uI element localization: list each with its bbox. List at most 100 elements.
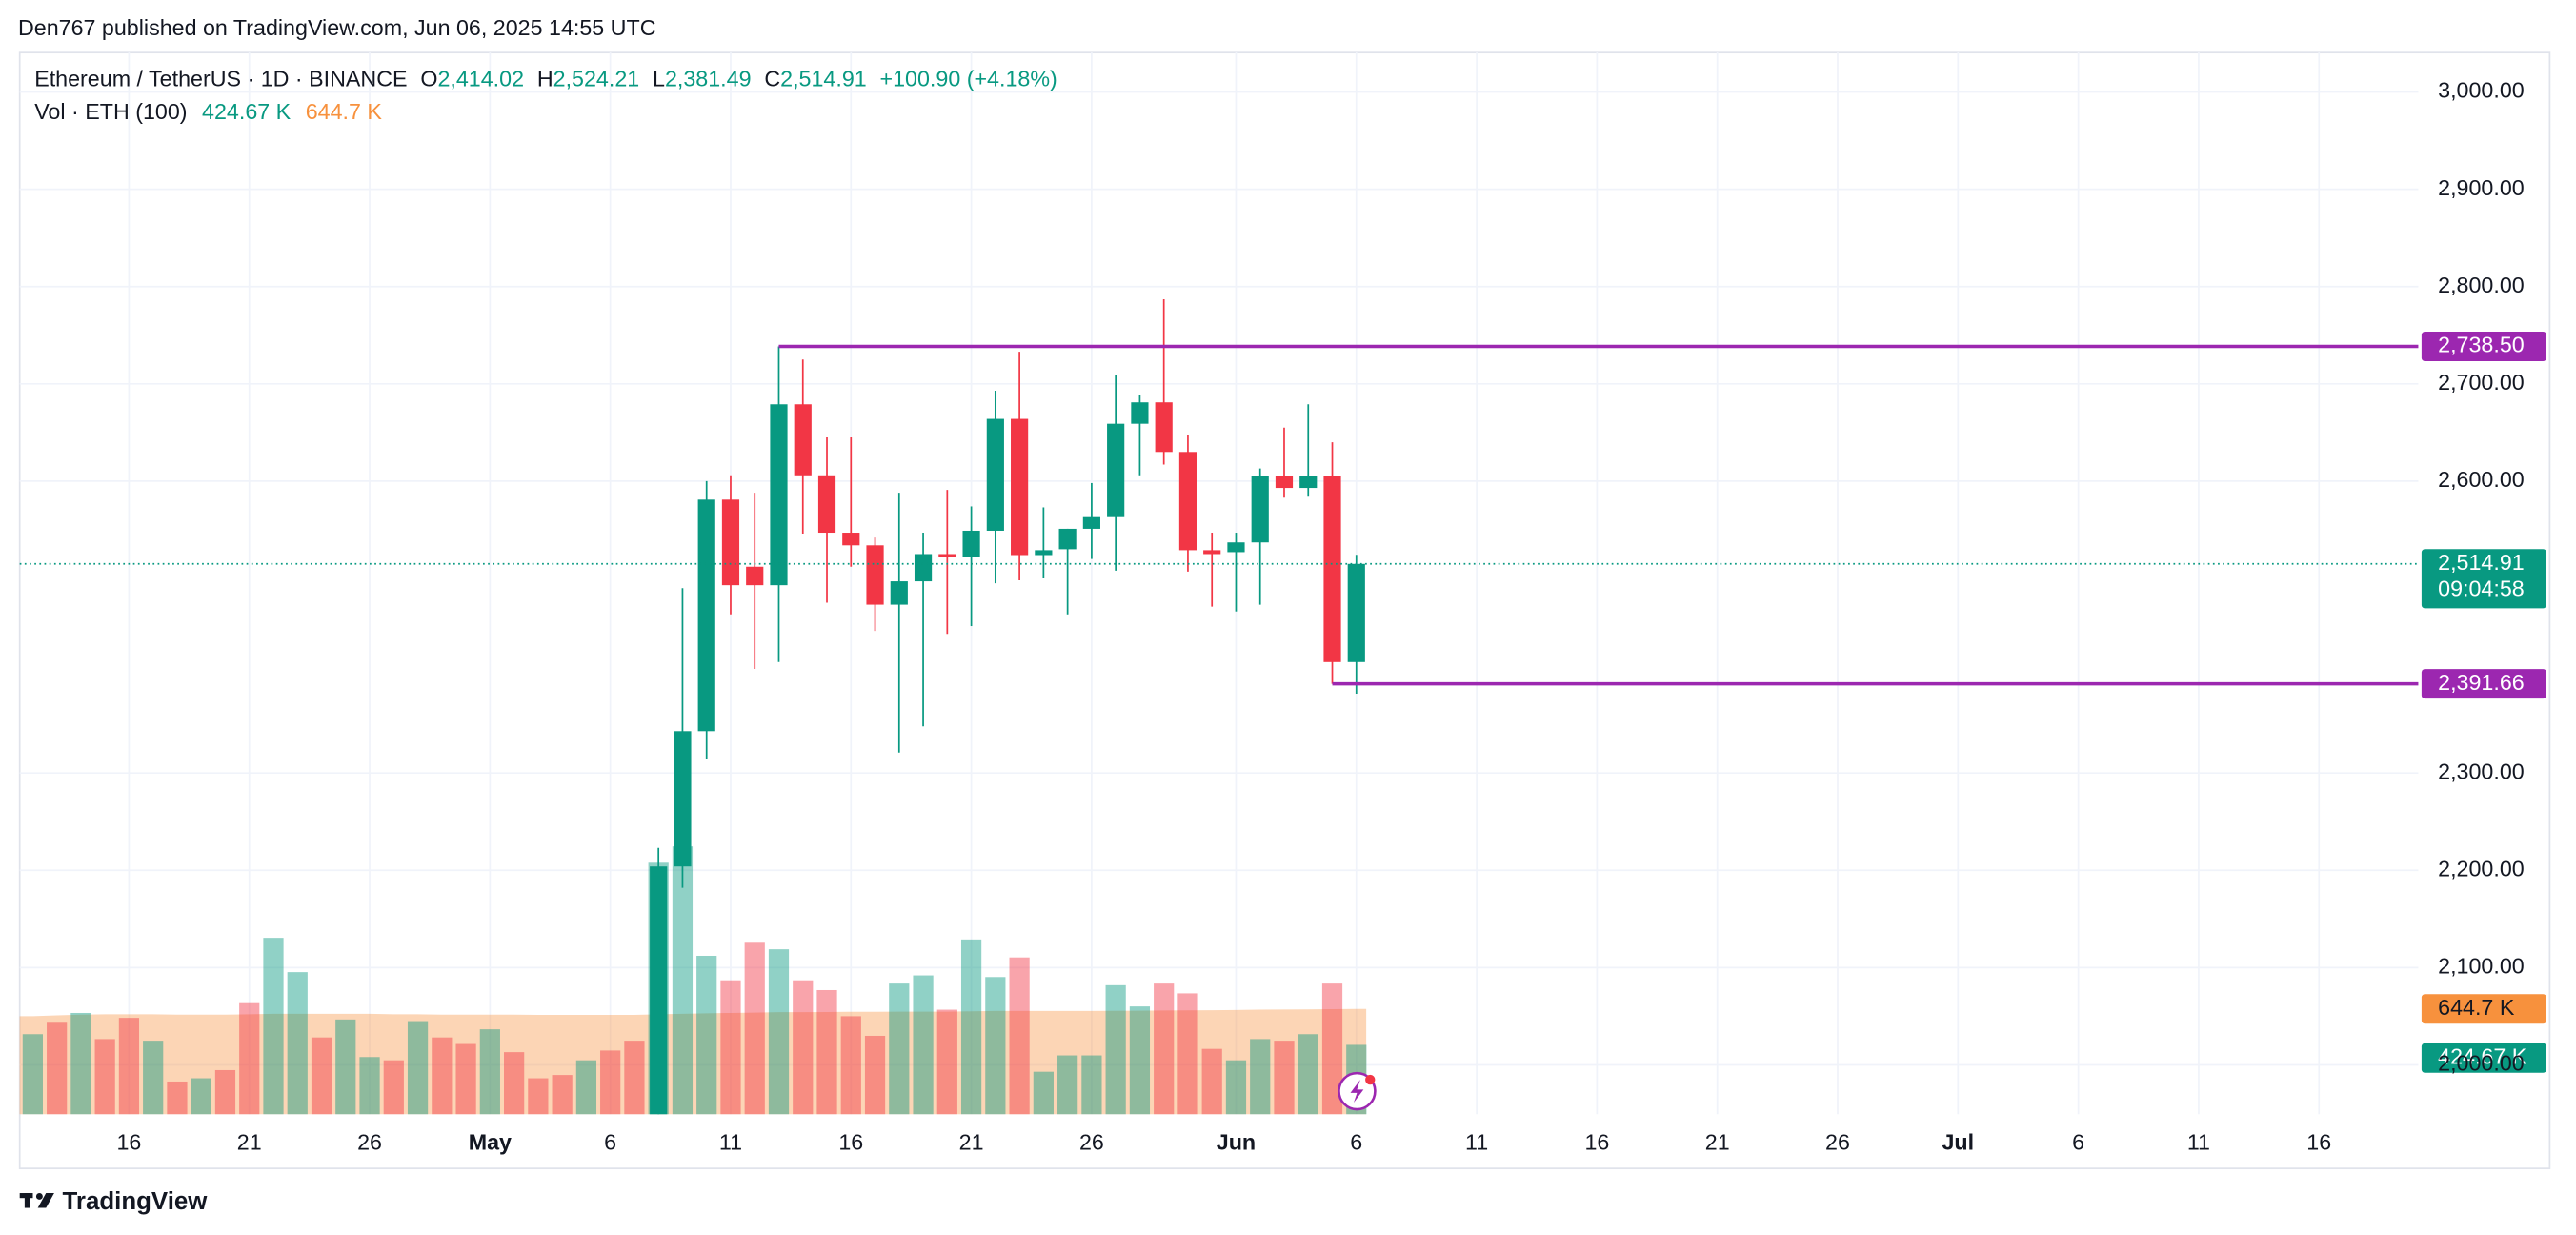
candle-body [721, 499, 740, 586]
legend-main: Ethereum / TetherUS · 1D · BINANCE O2,414… [34, 67, 1057, 91]
x-tick-label: 11 [2187, 1129, 2210, 1154]
candle-body [1082, 516, 1100, 529]
candle-body [938, 554, 956, 557]
y-tick-label: 2,300.00 [2438, 759, 2525, 783]
replay-icon [1338, 1071, 1377, 1111]
x-tick-label: Jun [1217, 1129, 1256, 1154]
legend-value: 2,514.91 [780, 67, 867, 91]
legend-change: +100.90 (+4.18%) [880, 67, 1057, 91]
candle-body [1131, 402, 1149, 424]
last-price-tag [2421, 549, 2546, 609]
volume-bar [816, 989, 837, 1115]
legend-key: C [764, 67, 780, 91]
candle-body [1227, 542, 1245, 553]
last-price-label: 2,514.91 [2438, 550, 2525, 575]
candle-body [1155, 402, 1173, 453]
x-tick-label: 26 [357, 1129, 382, 1154]
volume-tag-label: 424.67 K [2438, 1043, 2527, 1068]
y-tick-label: 2,900.00 [2438, 175, 2525, 200]
candle-body [866, 545, 884, 605]
volume-bar [47, 1022, 68, 1115]
volume-bar [552, 1075, 573, 1115]
volume-tag [2421, 1043, 2546, 1073]
volume-bar [913, 975, 934, 1115]
y-tick-label: 2,100.00 [2438, 954, 2525, 979]
level-tag [2421, 331, 2546, 362]
volume-bar [985, 977, 1006, 1115]
volume-bar [479, 1029, 500, 1115]
y-tick-label: 2,200.00 [2438, 856, 2525, 881]
x-tick-label: 16 [838, 1129, 863, 1154]
candle-body [817, 475, 836, 534]
y-tick-label: 2,600.00 [2438, 467, 2525, 492]
legend-key: O [420, 67, 437, 91]
candle-body [697, 499, 715, 732]
volume-ma-area [19, 1008, 1367, 1115]
level-label: 2,738.50 [2438, 333, 2525, 357]
volume-bar [239, 1002, 260, 1115]
countdown: 09:04:58 [2438, 577, 2525, 601]
volume-ma-value: 644.7 K [306, 99, 383, 124]
volume-bar [22, 1034, 43, 1115]
volume-bar [191, 1078, 211, 1115]
volume-bar [383, 1060, 404, 1115]
x-tick-label: 16 [1584, 1129, 1609, 1154]
volume-bar [696, 955, 717, 1115]
x-tick-label: 21 [959, 1129, 984, 1154]
volume-value: 424.67 K [202, 99, 292, 124]
volume-bar [793, 980, 814, 1115]
volume-bar [1321, 983, 1343, 1115]
volume-bar [1250, 1039, 1271, 1115]
volume-bar [359, 1057, 380, 1115]
volume-bar [840, 1016, 861, 1115]
volume-bar [720, 980, 741, 1115]
volume-bar [118, 1018, 140, 1115]
volume-bar [70, 1012, 91, 1115]
x-tick-label: 6 [1350, 1129, 1362, 1154]
y-tick-label: 3,000.00 [2438, 78, 2525, 103]
volume-bar [143, 1041, 164, 1115]
candle-body [914, 554, 933, 582]
volume-bar [432, 1037, 453, 1115]
volume-bar [1009, 957, 1030, 1115]
volume-bar [1177, 993, 1198, 1115]
brand: TradingView [63, 1188, 209, 1215]
x-tick-label: 6 [2072, 1129, 2084, 1154]
volume-bar [744, 942, 765, 1115]
x-tick-label: 16 [2306, 1129, 2331, 1154]
x-tick-label: 21 [1705, 1129, 1730, 1154]
candle-body [1203, 550, 1221, 555]
volume-pane [19, 846, 1367, 1115]
volume-bar [287, 972, 308, 1115]
candle-body [1251, 476, 1269, 543]
candle-body [1035, 550, 1053, 556]
candle-body [842, 533, 860, 546]
volume-bar [167, 1081, 188, 1115]
candle-body [1011, 418, 1029, 556]
logo [19, 1193, 54, 1208]
volume-bar [864, 1035, 886, 1115]
volume-bar [624, 1041, 645, 1115]
volume-bar [889, 983, 910, 1115]
legend-value: 2,414.02 [437, 67, 524, 91]
volume-bar [672, 846, 694, 1115]
candle-body [962, 530, 980, 557]
candle-body [674, 731, 692, 867]
x-tick-label: 11 [719, 1129, 742, 1154]
candle-body [1275, 476, 1294, 489]
candle-body [1178, 452, 1197, 551]
volume-bar [575, 1060, 597, 1115]
legend-title: Ethereum / TetherUS · 1D · BINANCE [34, 67, 407, 91]
legend-key: H [537, 67, 553, 91]
volume-bar [1154, 983, 1175, 1115]
volume-bar [1033, 1071, 1054, 1115]
level-label: 2,391.66 [2438, 670, 2525, 695]
candle-body [1323, 476, 1341, 662]
volume-bar [1201, 1048, 1222, 1115]
candle-body [1347, 563, 1365, 662]
volume-bar [407, 1021, 429, 1115]
legend-value: 2,381.49 [665, 67, 752, 91]
volume-bar [528, 1078, 549, 1115]
